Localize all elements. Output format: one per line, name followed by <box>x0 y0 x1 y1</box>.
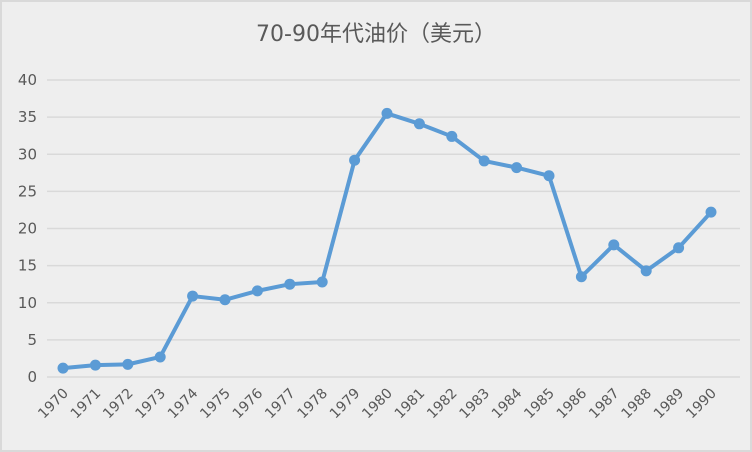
x-tick-label: 1987 <box>586 386 623 423</box>
data-point-marker <box>543 170 555 182</box>
x-tick-label: 1982 <box>424 386 461 423</box>
data-point-marker <box>511 162 523 174</box>
data-point-marker <box>575 271 587 283</box>
data-point-marker <box>381 107 393 119</box>
x-tick-label: 1984 <box>489 385 526 422</box>
x-tick-label: 1974 <box>165 385 202 422</box>
x-tick-label: 1972 <box>100 386 137 423</box>
data-point-marker <box>640 265 652 277</box>
data-point-marker <box>284 278 296 290</box>
y-tick-label: 15 <box>18 257 37 275</box>
x-tick-label: 1977 <box>262 386 299 423</box>
x-tick-label: 1990 <box>683 386 720 423</box>
y-tick-label: 25 <box>18 182 37 200</box>
data-point-marker <box>316 276 328 288</box>
x-tick-label: 1981 <box>392 386 429 423</box>
data-point-marker <box>413 118 425 130</box>
data-point-marker <box>478 155 490 167</box>
x-tick-label: 1989 <box>651 386 688 423</box>
y-tick-label: 10 <box>18 294 37 312</box>
x-tick-label: 1971 <box>68 386 105 423</box>
data-point-marker <box>57 362 69 374</box>
data-point-marker <box>122 358 134 370</box>
x-tick-label: 1983 <box>457 386 494 423</box>
x-tick-label: 1985 <box>521 386 558 423</box>
data-point-marker <box>705 206 717 218</box>
x-tick-label: 1978 <box>295 386 332 423</box>
data-point-marker <box>608 239 620 251</box>
x-tick-label: 1973 <box>133 386 170 423</box>
y-tick-label: 5 <box>27 331 37 349</box>
y-tick-label: 30 <box>18 145 37 163</box>
data-point-marker <box>349 154 361 166</box>
x-tick-label: 1980 <box>359 386 396 423</box>
y-tick-label: 35 <box>18 108 37 126</box>
x-tick-label: 1979 <box>327 386 364 423</box>
data-point-marker <box>89 359 101 371</box>
x-tick-label: 1975 <box>197 386 234 423</box>
data-point-marker <box>187 290 199 302</box>
data-point-marker <box>251 285 263 297</box>
x-tick-label: 1970 <box>35 386 72 423</box>
y-tick-label: 0 <box>27 368 37 386</box>
data-point-marker <box>446 130 458 142</box>
data-point-marker <box>673 242 685 254</box>
y-tick-label: 40 <box>18 71 37 89</box>
x-tick-label: 1988 <box>619 386 656 423</box>
data-point-marker <box>154 351 166 363</box>
data-point-marker <box>219 294 231 306</box>
chart-title: 70-90年代油价（美元） <box>256 22 496 47</box>
x-tick-label: 1976 <box>230 385 267 422</box>
x-tick-label: 1986 <box>554 385 591 422</box>
y-tick-label: 20 <box>18 220 37 238</box>
